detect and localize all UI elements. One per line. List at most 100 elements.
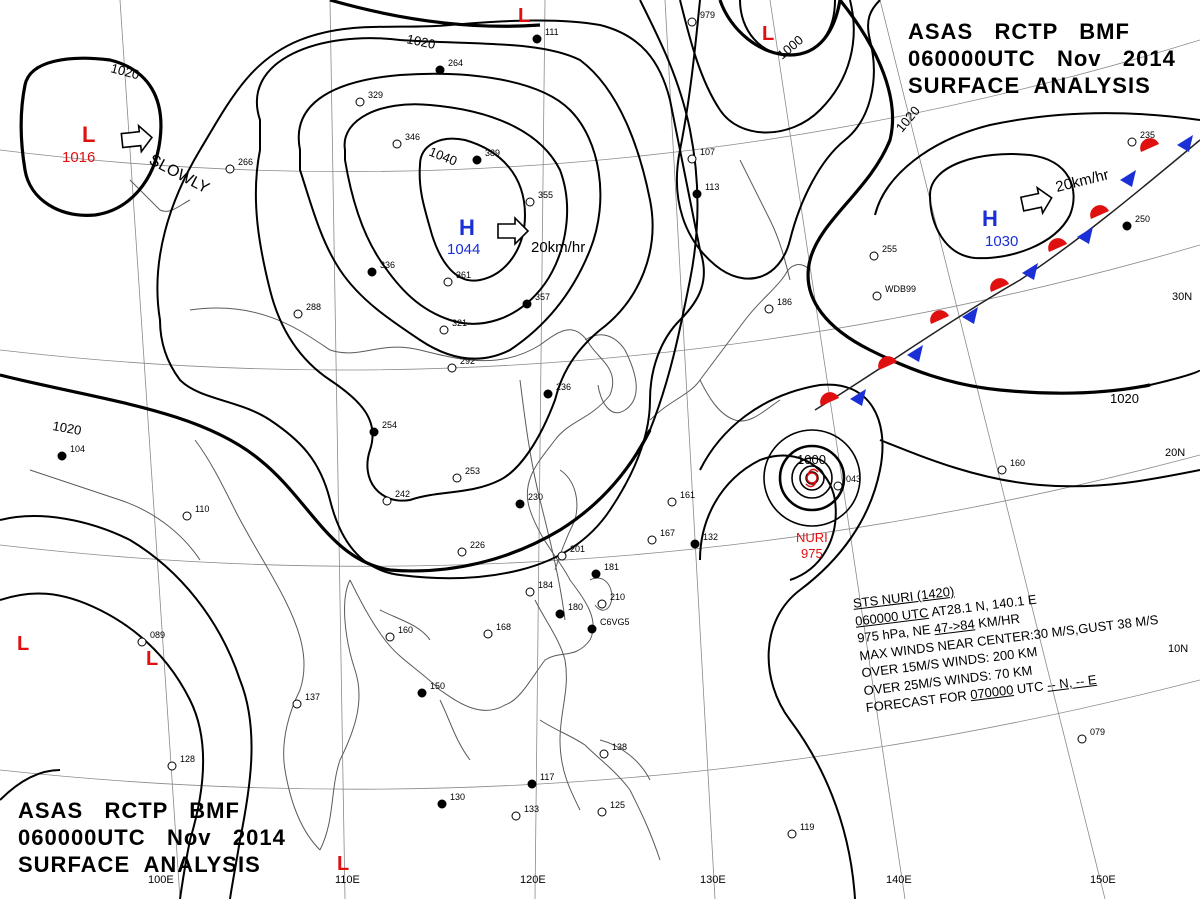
station-plot: 110 bbox=[182, 504, 209, 521]
station-circle bbox=[483, 629, 493, 639]
longitude-label: 120E bbox=[520, 874, 546, 886]
station-circle bbox=[435, 65, 445, 75]
station-circle bbox=[447, 363, 457, 373]
station-plot: 321 bbox=[439, 318, 467, 335]
typhoon-info-forecast-utc: UTC bbox=[1012, 677, 1048, 697]
station-plot: 168 bbox=[483, 622, 511, 639]
station-pressure: 361 bbox=[456, 270, 471, 280]
station-circle bbox=[167, 761, 177, 771]
station-plot: 125 bbox=[597, 800, 625, 817]
station-circle bbox=[525, 587, 535, 597]
isobar-label: 1020 bbox=[109, 60, 141, 82]
station-plot: 236 bbox=[543, 382, 571, 399]
typhoon-info-forecast-time: 070000 bbox=[969, 682, 1015, 703]
station-pressure: 201 bbox=[570, 544, 585, 554]
station-pressure: 329 bbox=[368, 90, 383, 100]
station-circle bbox=[527, 779, 537, 789]
station-plot: 264 bbox=[435, 58, 463, 75]
station-pressure: 130 bbox=[450, 792, 465, 802]
station-plot: 184 bbox=[525, 580, 553, 597]
high-center-letter: H bbox=[982, 206, 998, 231]
isobar-label: 1020 bbox=[893, 103, 923, 135]
station-plot: 111 bbox=[532, 27, 559, 44]
station-plot: 128 bbox=[167, 754, 195, 771]
low-center-letter: L bbox=[762, 23, 774, 45]
station-circle bbox=[137, 637, 147, 647]
longitude-label: 150E bbox=[1090, 874, 1116, 886]
station-pressure: 355 bbox=[538, 190, 553, 200]
motion-arrows bbox=[120, 123, 1053, 246]
low-center-letter: L bbox=[146, 648, 158, 670]
station-circle bbox=[687, 17, 697, 27]
station-plot: 160 bbox=[997, 458, 1025, 475]
station-circle bbox=[647, 535, 657, 545]
station-pressure: 235 bbox=[1140, 130, 1155, 140]
warm-front-semicircle bbox=[1140, 138, 1159, 152]
station-pressure: 253 bbox=[465, 466, 480, 476]
station-pressure: 264 bbox=[448, 58, 463, 68]
cold-front-triangle bbox=[1077, 227, 1093, 244]
station-plot: 235 bbox=[1127, 130, 1155, 147]
station-pressure: 161 bbox=[680, 490, 695, 500]
cold-front-triangle bbox=[962, 307, 978, 324]
station-plot: 226 bbox=[457, 540, 485, 557]
latitude-label: 30N bbox=[1172, 291, 1192, 303]
warm-front-marks bbox=[820, 138, 1159, 406]
typhoon-pressure: 975 bbox=[801, 546, 823, 561]
station-circle bbox=[543, 389, 553, 399]
station-circle bbox=[522, 299, 532, 309]
warm-front-semicircle bbox=[878, 356, 897, 370]
station-pressure: 089 bbox=[150, 630, 165, 640]
low-center-letter: L bbox=[337, 853, 349, 875]
low-center-letter: L bbox=[82, 122, 95, 147]
isobar-label: 1020 bbox=[51, 418, 82, 438]
station-circle bbox=[457, 547, 467, 557]
station-pressure: 111 bbox=[545, 27, 559, 37]
station-pressure: 292 bbox=[460, 356, 475, 366]
station-pressure: 110 bbox=[195, 504, 209, 514]
station-pressure: 160 bbox=[398, 625, 413, 635]
longitude-label: 130E bbox=[700, 874, 726, 886]
station-pressure: 230 bbox=[528, 492, 543, 502]
station-circle bbox=[667, 497, 677, 507]
station-circle bbox=[57, 451, 67, 461]
station-plot: 089 bbox=[137, 630, 165, 647]
station-plot: 336 bbox=[367, 260, 395, 277]
header-source: ASAS RCTP BMF bbox=[908, 19, 1130, 44]
isobar-label: 1000 bbox=[774, 32, 806, 62]
high-center-value: 1030 bbox=[985, 233, 1018, 250]
station-plot: 230 bbox=[515, 492, 543, 509]
station-pressure: 104 bbox=[70, 444, 85, 454]
warm-front-semicircle bbox=[1090, 205, 1109, 219]
station-pressure: 150 bbox=[430, 681, 445, 691]
station-circle bbox=[369, 427, 379, 437]
station-plot: 133 bbox=[511, 804, 539, 821]
station-circle bbox=[385, 632, 395, 642]
station-circle bbox=[597, 807, 607, 817]
station-plot: 355 bbox=[525, 190, 553, 207]
station-plot: 255 bbox=[869, 244, 897, 261]
station-plot: 288 bbox=[293, 302, 321, 319]
station-plot: 253 bbox=[452, 466, 480, 483]
station-pressure: 107 bbox=[700, 147, 715, 157]
isobar-label: 1040 bbox=[427, 144, 459, 169]
cold-front-triangle bbox=[1022, 263, 1038, 280]
station-circle bbox=[439, 325, 449, 335]
station-plot: 119 bbox=[787, 822, 814, 839]
station-circle bbox=[452, 473, 462, 483]
cold-front-triangle bbox=[1177, 135, 1193, 152]
station-plot: 161 bbox=[667, 490, 695, 507]
station-pressure: 119 bbox=[800, 822, 814, 832]
station-circle bbox=[690, 539, 700, 549]
station-plot: 357 bbox=[522, 292, 550, 309]
typhoon-name: NURI bbox=[796, 530, 828, 545]
station-plots: 264 329 346 389 355 266 336 361 288 357 321 292 254 2… bbox=[57, 10, 1155, 839]
station-circle bbox=[1122, 221, 1132, 231]
station-pressure: 128 bbox=[180, 754, 195, 764]
chart-header-top-right: ASAS RCTP BMF 060000UTC Nov 2014 SURFACE… bbox=[908, 18, 1193, 99]
station-circle bbox=[557, 551, 567, 561]
station-plot: 361 bbox=[443, 270, 471, 287]
station-plot: 292 bbox=[447, 356, 475, 373]
header-source: ASAS RCTP BMF bbox=[18, 798, 240, 823]
